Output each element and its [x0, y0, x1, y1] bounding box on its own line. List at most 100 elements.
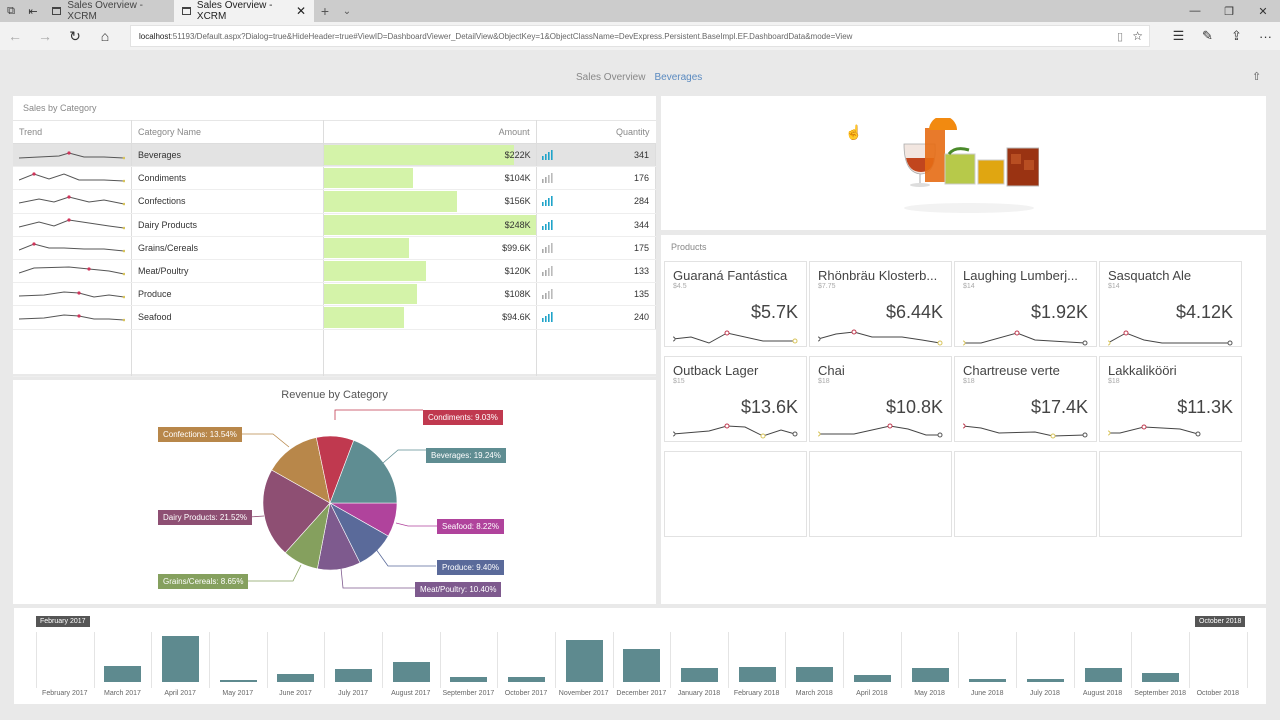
sales-grid: Trend Category Name Amount Quantity Beve… [13, 120, 657, 377]
product-name: Lakkalikööri [1108, 363, 1177, 378]
month-bar [450, 677, 488, 682]
product-price: $7.75 [818, 283, 836, 290]
col-quantity[interactable]: Quantity [536, 120, 656, 144]
month-bar [1026, 679, 1064, 682]
product-card[interactable]: Chartreuse verte $18 $17.4K [954, 356, 1097, 442]
refresh-icon[interactable]: ↻ [69, 27, 81, 44]
month-bar [104, 666, 142, 682]
category-name-cell: Produce [131, 282, 324, 307]
amount-databar [324, 191, 458, 212]
amount-databar [324, 214, 536, 235]
quantity-cell: 240 [536, 305, 657, 330]
product-card[interactable]: Lakkalikööri $18 $11.3K [1099, 356, 1242, 442]
signal-bars-icon [541, 150, 553, 160]
table-row[interactable]: Confections $156K 284 [13, 189, 657, 214]
table-row[interactable]: Beverages $222K 341 [13, 143, 657, 168]
reading-view-icon[interactable]: ▯ [1116, 31, 1123, 43]
category-name-cell: Condiments [131, 166, 324, 191]
range-divider [1131, 632, 1133, 688]
breadcrumb-root[interactable]: Sales Overview [576, 72, 646, 83]
amount-cell: $104K [323, 166, 537, 191]
new-tab-icon[interactable]: + [320, 3, 330, 19]
back-icon[interactable]: ← [8, 28, 22, 44]
month-bar [853, 675, 891, 682]
trend-cell [13, 189, 132, 214]
range-divider [670, 632, 672, 688]
more-icon[interactable]: ··· [1259, 28, 1272, 44]
col-amount[interactable]: Amount [323, 120, 537, 144]
address-bar[interactable]: localhost:51193/Default.aspx?Dialog=true… [130, 25, 1150, 47]
pie-slice-dairy[interactable] [262, 469, 331, 554]
table-row[interactable]: Produce $108K 135 [13, 282, 657, 307]
table-row[interactable]: Grains/Cereals $99.6K 175 [13, 236, 657, 260]
month-label: March 2018 [795, 690, 833, 697]
empty-product-card [954, 451, 1097, 537]
product-name: Outback Lager [673, 363, 759, 378]
range-start-flag[interactable]: February 2017 [36, 616, 90, 627]
product-card[interactable]: Rhönbräu Klosterb... $7.75 $6.44K [809, 261, 952, 347]
browser-tab-active[interactable]: Sales Overview - XCRM ✕ [174, 0, 314, 22]
share-icon[interactable]: ⇪ [1231, 28, 1242, 43]
product-revenue: $17.4K [1030, 397, 1088, 417]
month-label: July 2018 [1029, 690, 1060, 697]
month-label: November 2017 [558, 690, 609, 697]
amount-databar [324, 307, 405, 328]
browser-tab[interactable]: Sales Overview - XCRM [44, 0, 174, 22]
product-sparkline [1108, 330, 1233, 346]
trend-sparkline [18, 218, 126, 229]
favorite-star-icon[interactable]: ☆ [1132, 29, 1143, 43]
signal-bars-icon [541, 312, 553, 323]
product-card[interactable]: Chai $18 $10.8K [809, 356, 952, 442]
table-row[interactable]: Seafood $94.6K 240 [13, 305, 657, 330]
month-label: April 2017 [164, 690, 196, 697]
close-tab-icon[interactable]: ✕ [295, 4, 306, 18]
tab-actions-icon[interactable]: ⧉ [7, 4, 15, 17]
table-row[interactable]: Dairy Products $248K 344 [13, 213, 657, 237]
web-note-icon[interactable]: ✎ [1202, 28, 1213, 43]
export-icon[interactable]: ⇧ [1252, 71, 1262, 83]
month-bar [277, 674, 315, 682]
range-divider [93, 632, 95, 688]
col-category[interactable]: Category Name [131, 120, 324, 144]
product-card[interactable]: Guaraná Fantástica $4.5 $5.7K [664, 261, 807, 347]
range-divider [1016, 632, 1018, 688]
category-name-cell: Confections [131, 189, 324, 214]
month-bar [219, 680, 257, 682]
forward-icon[interactable]: → [38, 28, 52, 44]
range-end-flag[interactable]: October 2018 [1195, 616, 1246, 627]
restore-icon[interactable]: ❐ [1224, 5, 1234, 18]
month-bar [162, 636, 200, 682]
month-bar [335, 669, 373, 682]
pie-slice-confections[interactable] [271, 437, 331, 504]
trend-cell [13, 305, 132, 330]
home-icon[interactable]: ⌂ [100, 28, 110, 44]
amount-cell: $94.6K [323, 305, 537, 330]
page-icon [52, 7, 62, 15]
pie-label-grains: Grains/Cereals: 8.65% [158, 574, 249, 589]
close-window-icon[interactable]: ✕ [1258, 5, 1268, 18]
product-card[interactable]: Laughing Lumberj... $14 $1.92K [954, 261, 1097, 347]
table-row[interactable]: Condiments $104K 176 [13, 166, 657, 191]
products-panel: Products Guaraná Fantástica $4.5 $5.7K Rhön… [661, 235, 1266, 604]
category-name-cell: Grains/Cereals [131, 236, 324, 260]
range-divider [324, 632, 326, 688]
product-card[interactable]: Outback Lager $15 $13.6K [664, 356, 807, 442]
sales-by-category-panel: Sales by Category Trend Category Name Am… [13, 96, 657, 377]
category-name-cell: Meat/Poultry [131, 259, 324, 284]
col-trend[interactable]: Trend [13, 120, 132, 144]
tab-list-chevron-icon[interactable]: ⌄ [342, 5, 352, 17]
product-card[interactable]: Sasquatch Ale $14 $4.12K [1099, 261, 1242, 347]
amount-cell: $156K [323, 189, 537, 214]
minimize-icon[interactable]: — [1189, 4, 1201, 17]
pie-label-confections: Confections: 13.54% [158, 427, 242, 442]
favorites-hub-icon[interactable]: ☰ [1172, 28, 1185, 43]
tabs-aside-icon[interactable]: ⇤ [28, 5, 38, 18]
pie-chart[interactable] [13, 380, 656, 604]
table-row[interactable]: Meat/Poultry $120K 133 [13, 259, 657, 284]
date-range-navigator[interactable]: February 2017 October 2018 February 2017… [14, 608, 1266, 704]
signal-bars-icon [541, 289, 553, 300]
pie-slice-beverages[interactable] [329, 439, 398, 504]
product-price: $4.5 [673, 283, 687, 290]
range-divider [554, 632, 556, 688]
product-name: Chartreuse verte [963, 363, 1060, 378]
